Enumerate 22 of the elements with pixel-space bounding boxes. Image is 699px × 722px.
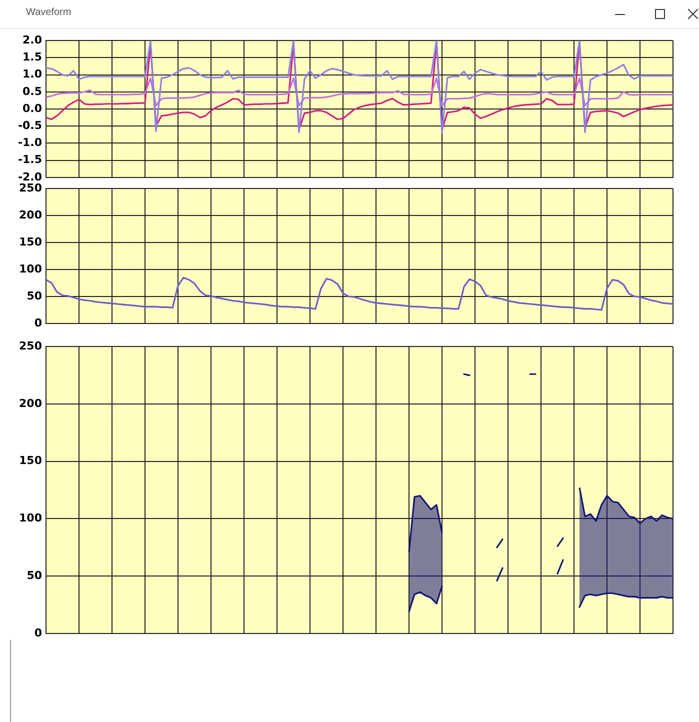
y-tick-label: -2.0 <box>18 170 42 184</box>
y-tick-label: 0.0 <box>22 102 42 115</box>
y-tick-label: 0 <box>34 316 42 330</box>
y-tick-label: -0.5 <box>18 118 42 132</box>
y-tick-label: 250 <box>19 181 42 194</box>
y-tick-label: 2.0 <box>22 33 42 46</box>
chart-title: Waveform <box>26 7 72 18</box>
y-tick-label: 200 <box>19 396 42 410</box>
y-tick-label: 150 <box>19 235 42 248</box>
y-tick-label: 1.0 <box>22 68 42 81</box>
y-tick-label: 50 <box>26 568 42 582</box>
y-tick-label: 0 <box>34 626 42 640</box>
y-tick-label: 0.5 <box>22 84 42 98</box>
y-tick-label: -1.0 <box>18 136 42 150</box>
y-tick-label: 100 <box>19 262 42 276</box>
y-tick-label: 1.5 <box>22 50 42 64</box>
y-tick-label: 100 <box>19 512 42 525</box>
y-tick-label: 250 <box>19 339 42 352</box>
y-tick-label: 150 <box>19 454 42 468</box>
y-tick-label: 200 <box>19 208 42 222</box>
y-tick-label: -1.5 <box>18 153 42 166</box>
y-tick-label: 50 <box>26 289 42 302</box>
